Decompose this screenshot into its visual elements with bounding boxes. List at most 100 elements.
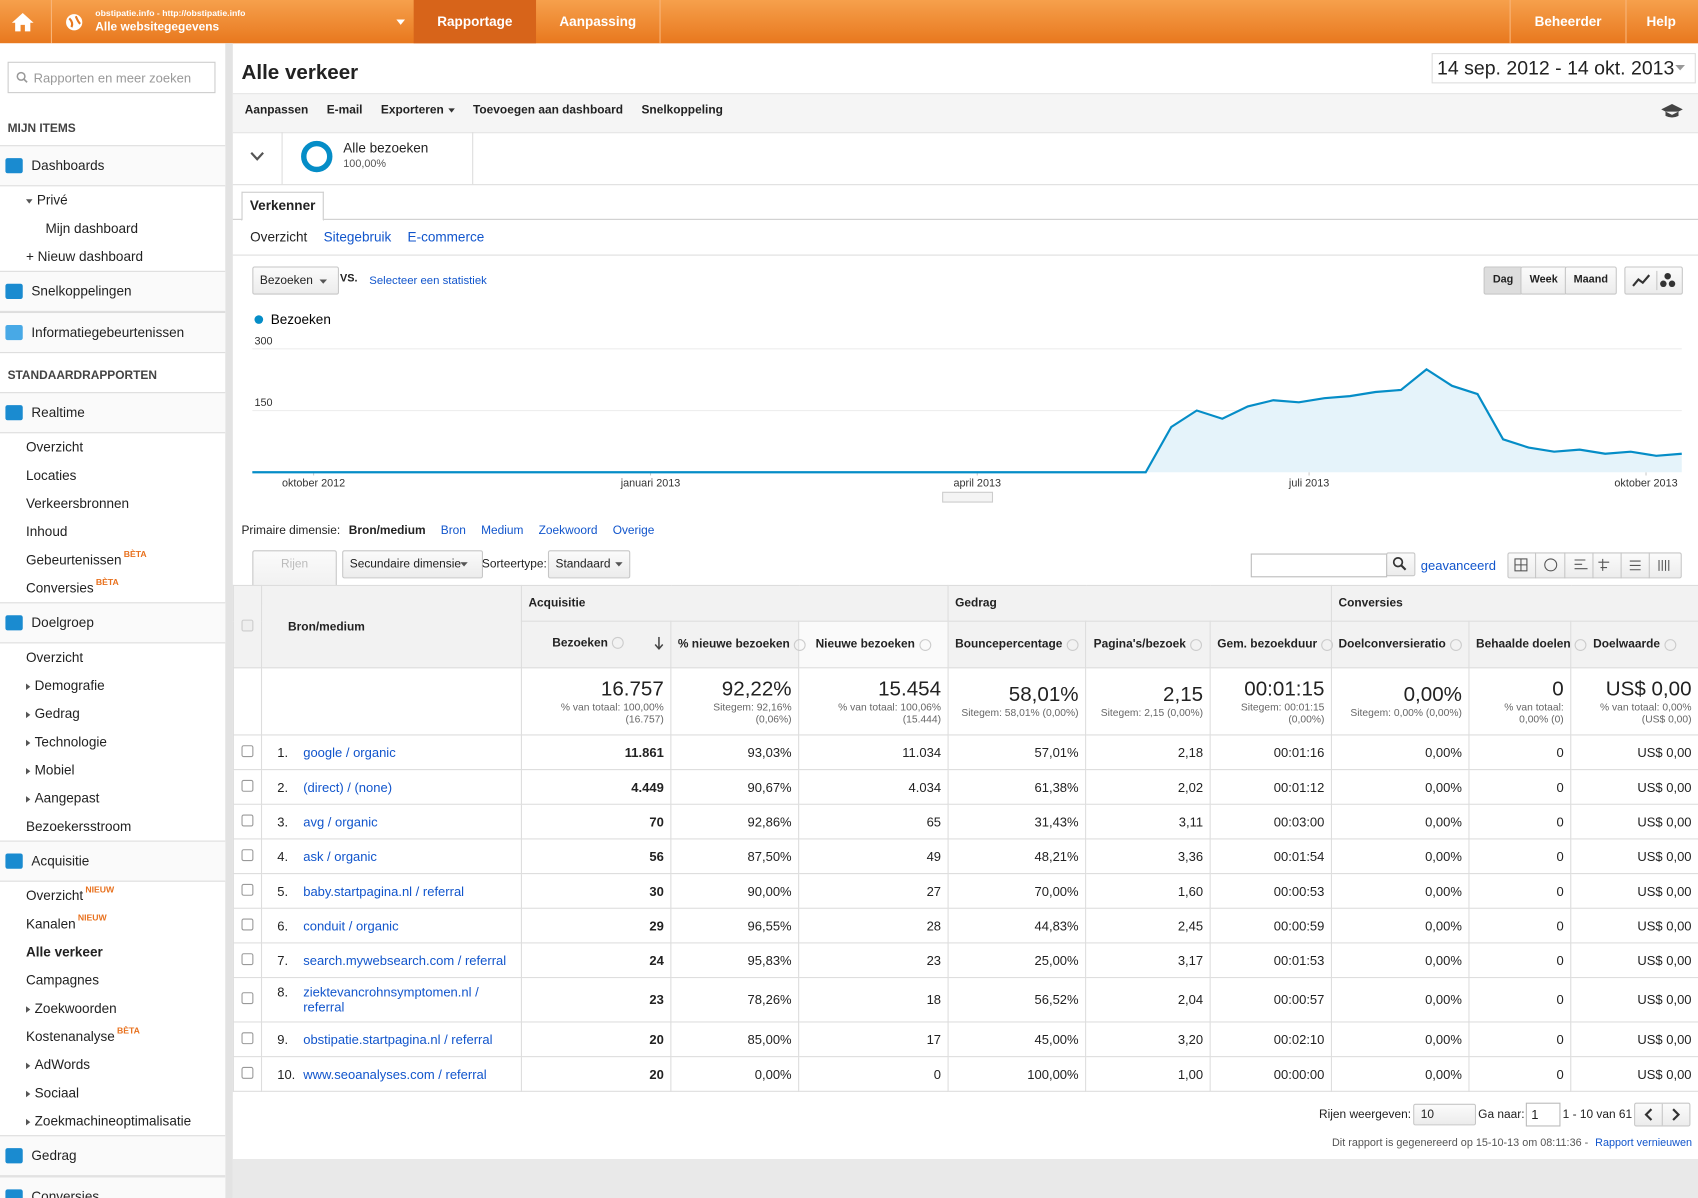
column-header[interactable]: Pagina's/bezoek [1085,620,1211,669]
checkbox[interactable] [241,1031,254,1044]
subtab[interactable]: E-commerce [407,229,485,245]
column-header[interactable]: Bezoeken [520,620,672,669]
column-header[interactable]: % nieuwe bezoeken [670,620,807,669]
nav-item[interactable]: Technologie [0,728,225,756]
nav-item[interactable]: Alle verkeer [0,938,225,966]
view-buttons[interactable] [1507,552,1682,579]
toolbar-item[interactable]: Toevoegen aan dashboard [473,103,624,117]
nav-group[interactable]: Acquisitie [0,840,226,882]
chart-resize-handle[interactable] [942,491,994,503]
goto-input[interactable]: 1 [1525,1102,1561,1127]
rows-select[interactable]: 10 [1413,1103,1477,1126]
toolbar-item[interactable]: Snelkoppeling [641,103,723,117]
source-link[interactable]: search.mywebsearch.com / referral [303,952,507,968]
subtab[interactable]: Overzicht [250,229,308,245]
nav-item[interactable]: + Nieuw dashboard [0,243,225,271]
toolbar-item[interactable]: Aanpassen [244,103,309,117]
dimension-option[interactable]: Overige [612,524,655,538]
nav-subitem[interactable]: Mijn dashboard [45,220,139,237]
nav-item[interactable]: Campagnes [0,966,225,994]
column-header[interactable]: Behaalde doelen [1468,620,1587,669]
pager-buttons[interactable] [1634,1102,1691,1127]
source-link[interactable]: baby.startpagina.nl / referral [303,883,465,899]
nav-item[interactable]: Demografie [0,672,225,700]
refresh-link[interactable]: Rapport vernieuwen [1595,1137,1693,1150]
nav-item[interactable]: Overzicht NIEUW [0,882,225,910]
advanced-link[interactable]: geavanceerd [1420,557,1496,574]
nav-item[interactable]: Privé [0,186,225,214]
nav-item[interactable]: Bezoekersstroom [0,812,225,840]
nav-item[interactable]: Gedrag [0,700,225,728]
checkbox[interactable] [241,619,254,631]
checkbox[interactable] [241,952,254,965]
nav-group[interactable]: Snelkoppelingen [0,270,226,312]
search-box[interactable]: Rapporten en meer zoeken [7,61,216,94]
column-header[interactable]: Doelwaarde [1570,620,1698,669]
nav-group[interactable]: Informatiegebeurtenissen [0,311,226,354]
checkbox[interactable] [241,1066,254,1079]
nav-item[interactable]: Aangepast [0,784,225,812]
explorer-tab[interactable]: Verkenner [241,191,324,221]
help-link[interactable]: Help [1646,14,1676,30]
segment-toggle[interactable] [250,151,264,162]
toolbar-item[interactable]: E-mail [326,103,363,117]
secondary-dimension[interactable]: Secundaire dimensie [342,550,483,579]
segment-card[interactable] [281,132,474,185]
checkbox[interactable] [241,917,254,930]
source-link[interactable]: (direct) / (none) [303,779,393,795]
nav-item[interactable]: Overzicht [0,433,225,461]
dimension-option[interactable]: Zoekwoord [538,524,598,538]
tab-reporting[interactable]: Rapportage [413,0,537,44]
checkbox[interactable] [241,883,254,896]
nav-group[interactable]: Gedrag [0,1135,226,1177]
select-metric-link[interactable]: Selecteer een statistiek [369,274,487,288]
column-header[interactable]: Nieuwe bezoeken [798,620,949,669]
source-link[interactable]: google / organic [303,744,396,760]
source-link[interactable]: ask / organic [303,848,377,864]
tab-customization[interactable]: Aanpassing [536,0,661,44]
source-link[interactable]: conduit / organic [303,917,399,934]
nav-item[interactable]: Sociaal [0,1079,225,1107]
nav-item[interactable]: Conversies BÈTA [0,574,225,602]
home-icon[interactable] [11,11,35,33]
nav-item[interactable]: Mobiel [0,756,225,784]
nav-item[interactable]: Overzicht [0,643,225,671]
column-header[interactable]: Bouncepercentage [947,620,1087,669]
sort-select[interactable]: Standaard [547,550,631,579]
checkbox[interactable] [241,992,254,1005]
checkbox[interactable] [241,744,254,757]
nav-item[interactable]: Kanalen NIEUW [0,910,225,938]
nav-group[interactable]: Conversies [0,1176,226,1198]
column-header[interactable]: Gem. bezoekduur [1209,620,1334,669]
nav-item[interactable]: Zoekmachineoptimalisatie [0,1107,225,1135]
period-button[interactable]: Maand [1564,266,1617,295]
date-range[interactable]: 14 sep. 2012 - 14 okt. 2013 [1431,53,1696,84]
source-link[interactable]: www.seoanalyses.com / referral [303,1066,487,1082]
checkbox[interactable] [241,848,254,861]
subtab[interactable]: Sitegebruik [323,229,392,245]
source-link[interactable]: avg / organic [303,814,378,830]
toolbar-item[interactable]: Exporteren [380,103,444,117]
column-header[interactable]: Doelconversieratio [1330,620,1470,669]
source-link[interactable]: ziektevancrohnsymptomen.nl / referral [303,984,479,1015]
nav-item[interactable]: Locaties [0,461,225,489]
nav-group[interactable]: Dashboards [0,145,226,187]
dimension-option[interactable]: Medium [481,524,524,538]
nav-item[interactable]: Gebeurtenissen BÈTA [0,546,225,574]
nav-item[interactable]: AdWords [0,1051,225,1079]
nav-group[interactable]: Doelgroep [0,602,226,644]
metric-select[interactable]: Bezoeken [252,266,339,295]
academy-icon[interactable] [1661,103,1683,119]
checkbox[interactable] [241,814,254,826]
table-search[interactable] [1250,553,1388,578]
source-link[interactable]: obstipatie.startpagina.nl / referral [303,1031,493,1047]
table-search-button[interactable] [1386,552,1416,577]
chart-type-icons[interactable] [1630,270,1680,291]
nav-item[interactable]: Inhoud [0,518,225,546]
dimension-option[interactable]: Bron/medium [348,524,426,538]
dimension-option[interactable]: Bron [440,524,466,538]
nav-item[interactable]: Kostenanalyse BÈTA [0,1023,225,1051]
checkbox[interactable] [241,779,254,792]
period-button[interactable]: Dag [1483,266,1523,295]
nav-group[interactable]: Realtime [0,392,226,434]
